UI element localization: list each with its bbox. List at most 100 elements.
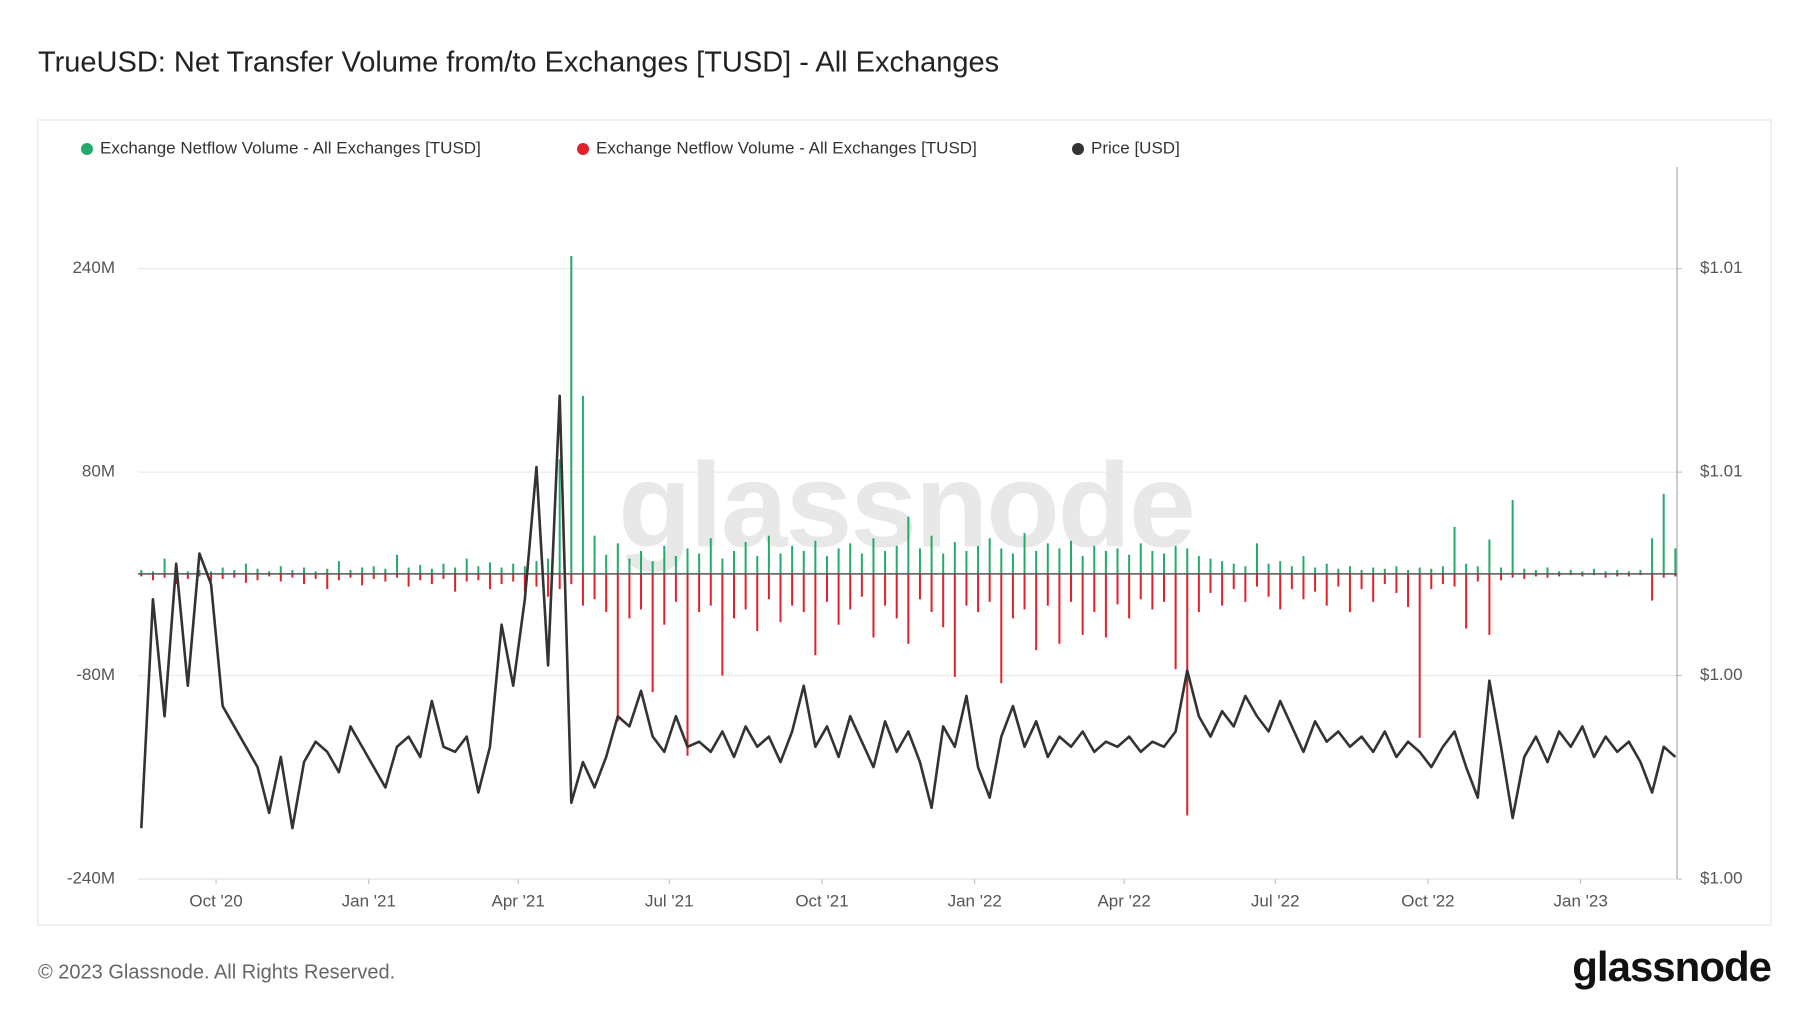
netflow-bar: [233, 573, 236, 578]
netflow-bar: [965, 550, 968, 574]
legend-label: Exchange Netflow Volume - All Exchanges …: [596, 138, 977, 157]
netflow-bar: [1058, 573, 1061, 644]
netflow-bar: [512, 573, 515, 582]
netflow-bar: [977, 573, 980, 612]
netflow-bar: [477, 573, 480, 581]
netflow-bar: [163, 558, 166, 574]
y-tick-label: -240M: [67, 868, 115, 887]
netflow-bar: [1093, 573, 1096, 612]
x-tick-label: Apr '21: [492, 891, 545, 910]
netflow-bar: [1302, 556, 1305, 574]
netflow-bar: [477, 566, 480, 574]
netflow-bar: [872, 538, 875, 574]
netflow-bar: [965, 573, 968, 606]
legend-label: Exchange Netflow Volume - All Exchanges …: [100, 138, 481, 157]
netflow-bar: [779, 573, 782, 623]
netflow-bar: [1197, 556, 1200, 574]
netflow-bar: [1139, 543, 1142, 574]
netflow-bar: [837, 573, 840, 625]
netflow-bar: [698, 573, 701, 612]
netflow-bar: [1221, 561, 1224, 574]
netflow-bar: [256, 568, 259, 574]
netflow-bar: [605, 554, 608, 574]
netflow-bar: [674, 556, 677, 574]
netflow-bar: [581, 395, 584, 574]
netflow-bar: [349, 570, 352, 574]
netflow-bar: [1325, 573, 1328, 606]
netflow-bar: [849, 543, 852, 574]
netflow-bar: [1407, 570, 1410, 574]
netflow-bar: [825, 573, 828, 602]
netflow-bar: [930, 573, 933, 612]
netflow-bar: [1163, 573, 1165, 602]
netflow-bar: [860, 573, 863, 597]
x-tick-label: Oct '21: [795, 891, 848, 910]
y-tick-label: 80M: [82, 462, 115, 481]
netflow-bar: [1151, 573, 1154, 610]
netflow-bar: [1407, 573, 1410, 607]
netflow-bar: [581, 573, 584, 606]
netflow-bar: [1116, 573, 1119, 605]
netflow-bar: [1674, 573, 1677, 577]
netflow-bar: [291, 570, 294, 574]
netflow-bar: [303, 567, 306, 574]
netflow-bar: [279, 566, 282, 574]
netflow-bar: [1163, 553, 1165, 574]
netflow-bar: [1104, 573, 1107, 638]
netflow-bar: [1011, 573, 1014, 619]
copyright: © 2023 Glassnode. All Rights Reserved.: [38, 961, 395, 983]
netflow-bar: [465, 558, 468, 574]
netflow-bar: [1627, 571, 1630, 574]
netflow-bar: [1174, 573, 1177, 670]
netflow-bar: [1081, 573, 1084, 635]
netflow-bar: [1372, 573, 1375, 602]
netflow-bar: [1546, 567, 1549, 574]
netflow-bar: [1651, 538, 1654, 574]
netflow-bar: [1197, 573, 1200, 612]
netflow-bar: [1128, 573, 1131, 619]
netflow-bar: [303, 573, 306, 585]
netflow-bar: [698, 553, 701, 574]
netflow-bar: [1383, 568, 1386, 574]
netflow-bar: [1604, 573, 1607, 578]
netflow-bar: [895, 573, 898, 619]
netflow-bar: [1430, 568, 1433, 574]
netflow-bar: [1314, 567, 1317, 574]
x-tick-label: Jan '21: [342, 891, 396, 910]
netflow-bar: [1383, 573, 1386, 585]
netflow-bar: [651, 561, 654, 574]
netflow-bar: [1035, 573, 1038, 651]
netflow-bar: [1662, 573, 1665, 578]
netflow-bar: [756, 556, 759, 574]
netflow-bar: [1070, 540, 1073, 574]
netflow-bar: [1232, 573, 1235, 590]
netflow-bar: [663, 545, 666, 574]
netflow-bar: [1581, 573, 1584, 577]
netflow-bar: [1209, 558, 1212, 574]
netflow-bar: [1488, 573, 1491, 635]
y2-tick-label: $1.00: [1700, 665, 1743, 684]
netflow-bar: [1511, 573, 1514, 578]
netflow-bar: [1046, 573, 1049, 606]
netflow-bar: [465, 573, 468, 582]
netflow-bar: [872, 573, 875, 638]
netflow-bar: [860, 553, 863, 574]
netflow-bar: [326, 568, 329, 574]
netflow-bar: [1046, 543, 1049, 574]
netflow-bar: [1116, 548, 1119, 574]
x-tick-label: Jul '21: [645, 891, 694, 910]
netflow-bar: [1581, 571, 1584, 574]
netflow-bar: [895, 545, 898, 574]
netflow-bar: [1244, 573, 1247, 602]
netflow-bar: [1534, 570, 1537, 574]
netflow-bar: [930, 535, 933, 574]
netflow-bar: [767, 535, 770, 574]
netflow-bar: [1174, 545, 1177, 574]
netflow-bar: [1267, 563, 1270, 574]
chart-title: TrueUSD: Net Transfer Volume from/to Exc…: [38, 47, 999, 79]
netflow-bar: [488, 562, 491, 574]
netflow-bar: [744, 542, 747, 574]
netflow-bar: [628, 558, 631, 574]
netflow-bar: [430, 568, 433, 574]
netflow-bar: [1302, 573, 1305, 600]
